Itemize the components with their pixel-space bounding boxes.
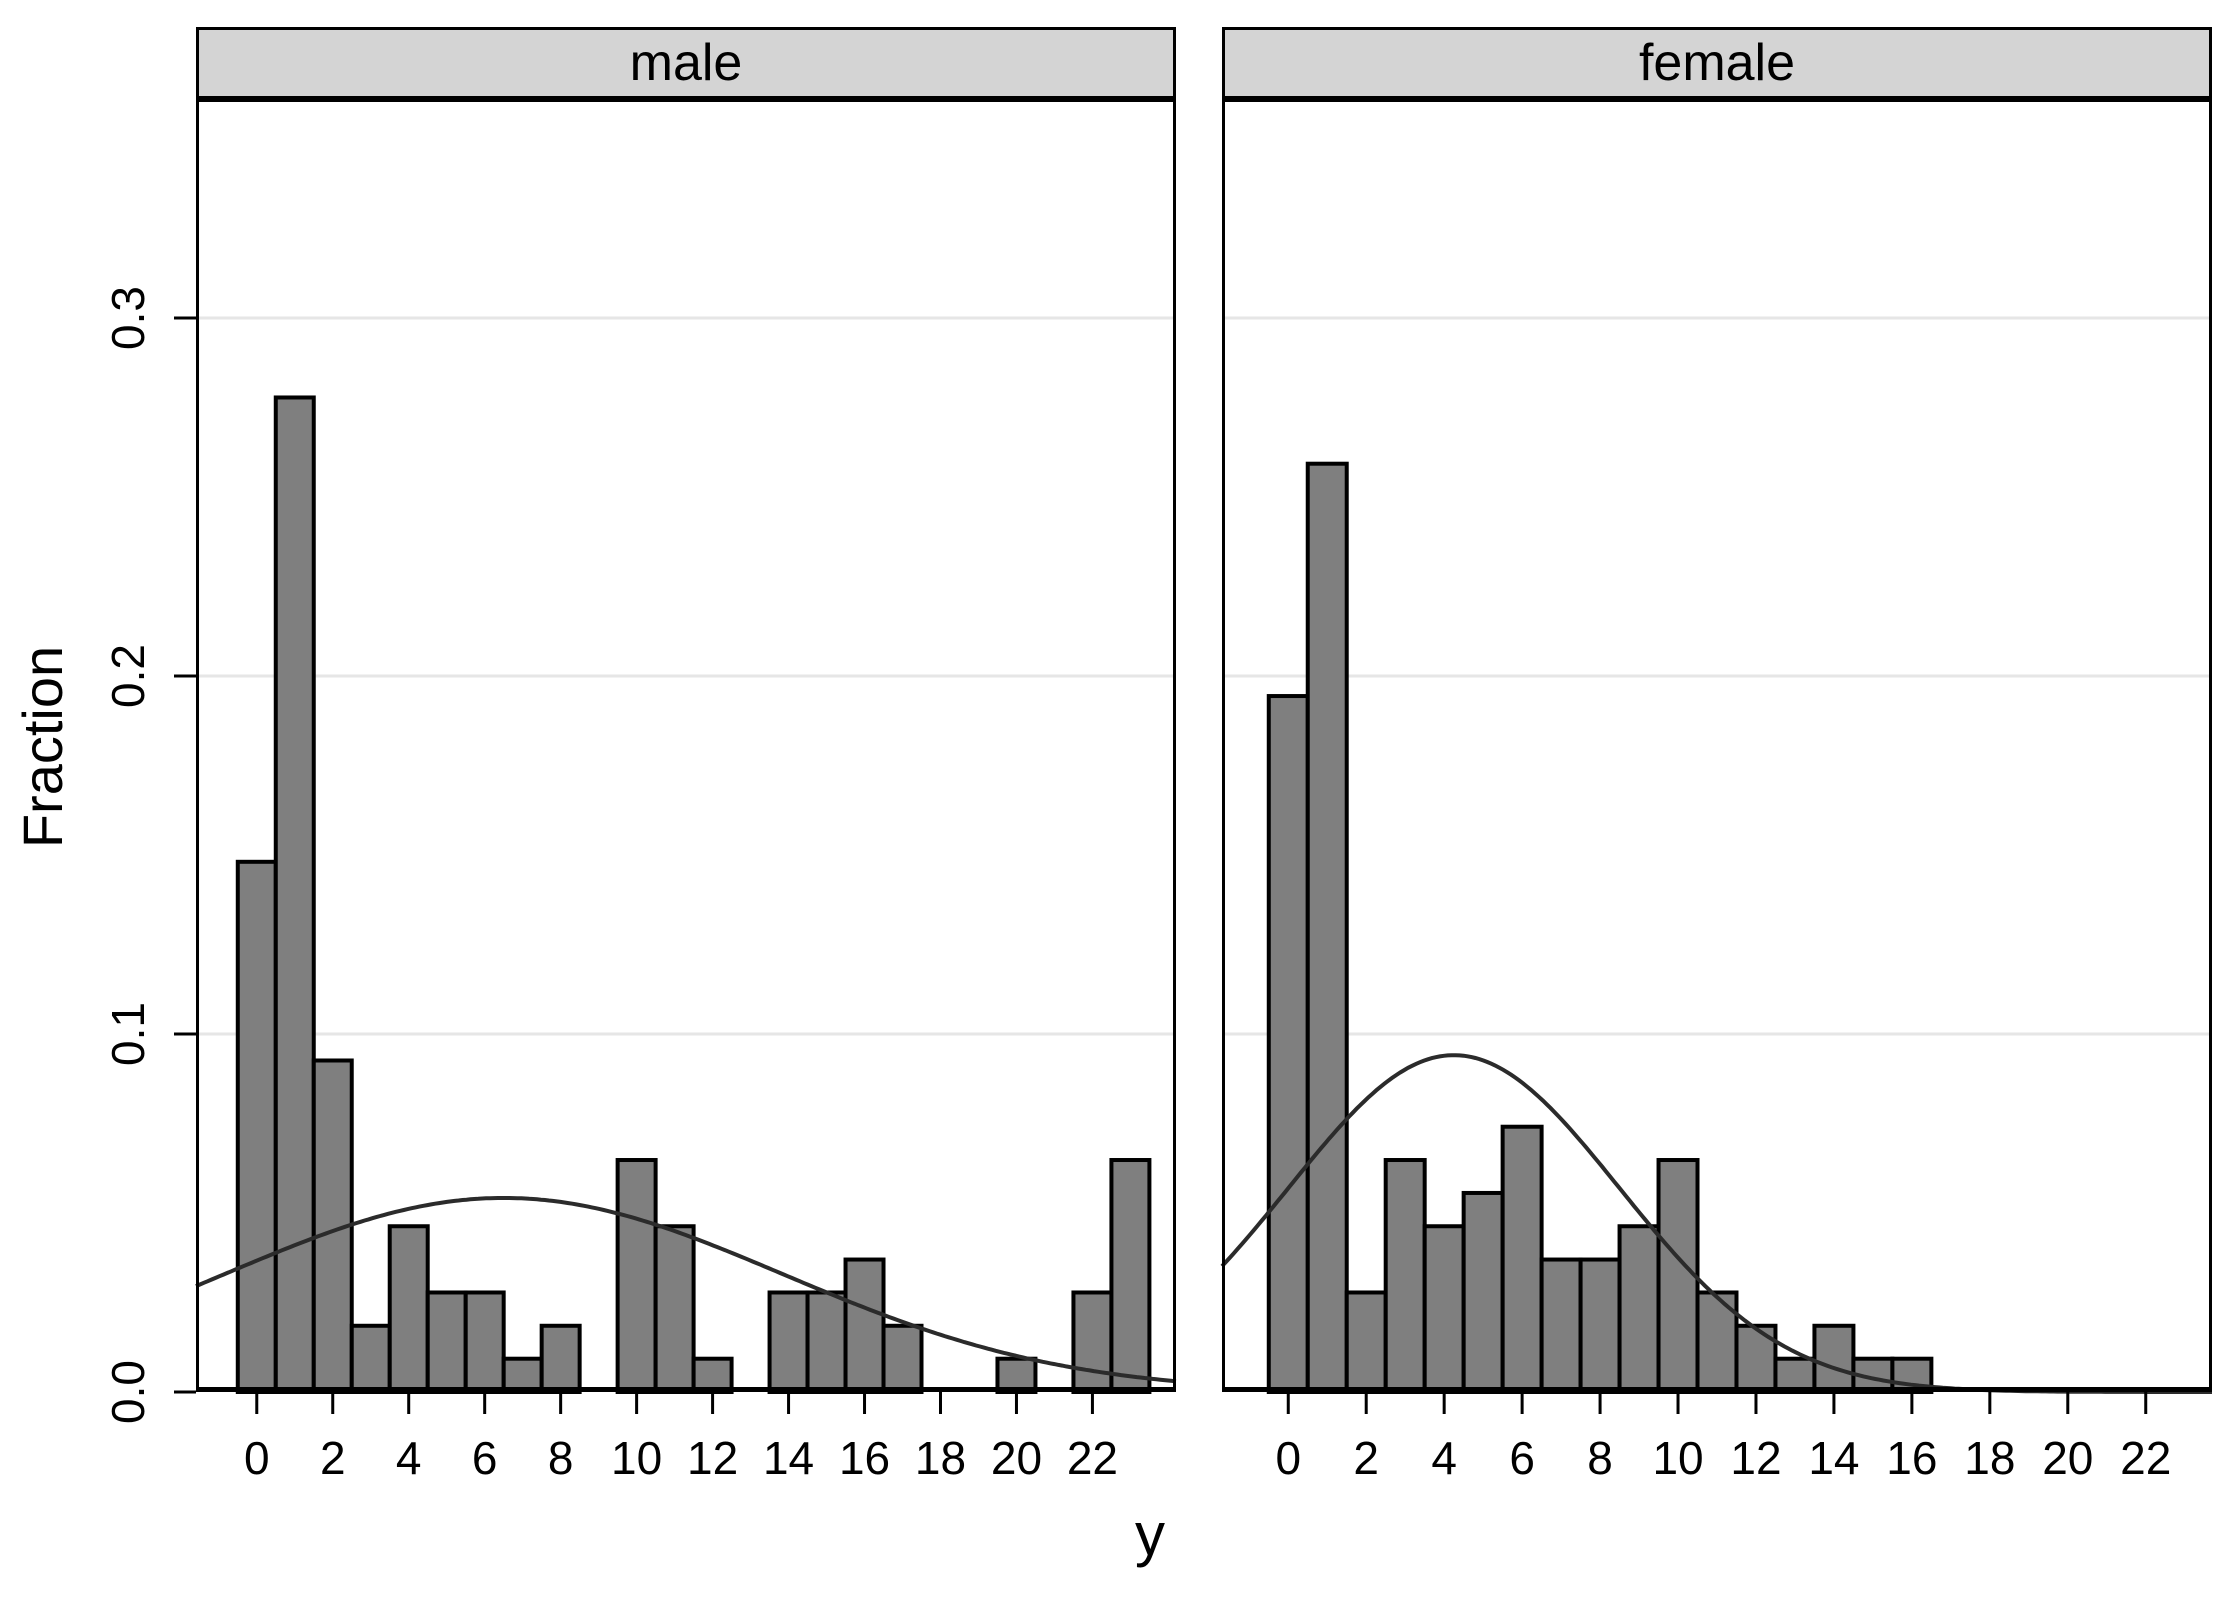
histogram-bar — [1539, 1257, 1583, 1395]
histogram-bar — [1071, 1290, 1114, 1394]
histogram-bar — [1500, 1124, 1544, 1395]
x-tick-label: 2 — [320, 1432, 346, 1484]
x-tick-label: 0 — [1275, 1432, 1301, 1484]
panel-header-female: female — [1222, 27, 2212, 102]
y-tick-label: 0.1 — [102, 1002, 154, 1066]
histogram-bar — [1578, 1257, 1622, 1395]
panel-header-male: male — [196, 27, 1176, 102]
histogram-bar — [1383, 1158, 1427, 1394]
histogram-bar — [1266, 694, 1310, 1394]
y-tick-label: 0.2 — [102, 644, 154, 708]
histogram-bar — [425, 1290, 468, 1394]
x-tick-label: 22 — [1067, 1432, 1118, 1484]
histogram-bar — [615, 1158, 658, 1394]
x-tick-label: 16 — [839, 1432, 890, 1484]
histogram-bar — [273, 395, 316, 1394]
panel-title-female: female — [1638, 34, 1796, 92]
histogram-bar — [767, 1290, 810, 1394]
x-tick-label: 20 — [991, 1432, 1042, 1484]
histogram-bar — [1344, 1290, 1388, 1394]
x-tick-label: 18 — [1964, 1432, 2015, 1484]
histogram-bar — [1109, 1158, 1152, 1394]
x-tick-label: 8 — [1587, 1432, 1613, 1484]
x-tick-label: 14 — [1808, 1432, 1859, 1484]
histogram-bar — [463, 1290, 506, 1394]
histogram-bar — [653, 1224, 696, 1394]
histogram-bar — [805, 1290, 848, 1394]
histogram-bar — [1656, 1158, 1700, 1394]
histogram-bar — [1617, 1224, 1661, 1394]
histogram-bar — [387, 1224, 430, 1394]
histogram-bar — [235, 859, 278, 1394]
x-tick-label: 2 — [1353, 1432, 1379, 1484]
histogram-bar — [1461, 1190, 1505, 1395]
x-tick-label: 4 — [396, 1432, 422, 1484]
x-axis-title: y — [1135, 1501, 1165, 1568]
x-tick-label: 16 — [1886, 1432, 1937, 1484]
x-tick-label: 8 — [548, 1432, 574, 1484]
histogram-bar — [691, 1356, 734, 1395]
histogram-bar — [539, 1323, 582, 1395]
x-tick-label: 4 — [1431, 1432, 1457, 1484]
histogram-bar — [349, 1323, 392, 1395]
histogram-bar — [843, 1257, 886, 1395]
normal-curve — [195, 1196, 1177, 1384]
x-tick-label: 22 — [2120, 1432, 2171, 1484]
x-tick-label: 10 — [611, 1432, 662, 1484]
x-tick-label: 20 — [2042, 1432, 2093, 1484]
x-tick-label: 14 — [763, 1432, 814, 1484]
x-tick-label: 10 — [1652, 1432, 1703, 1484]
panel-title-male: male — [629, 34, 743, 92]
x-tick-label: 6 — [472, 1432, 498, 1484]
y-tick-label: 0.0 — [102, 1360, 154, 1424]
x-tick-label: 18 — [915, 1432, 966, 1484]
x-tick-label: 12 — [687, 1432, 738, 1484]
x-tick-label: 12 — [1730, 1432, 1781, 1484]
histogram-bar — [1305, 461, 1349, 1394]
histogram-bar — [1422, 1224, 1466, 1394]
x-tick-label: 6 — [1509, 1432, 1535, 1484]
y-axis-title: Fraction — [11, 645, 74, 849]
y-tick-label: 0.3 — [102, 286, 154, 350]
histogram-bar — [881, 1323, 924, 1395]
histogram-bar — [1812, 1323, 1856, 1395]
x-tick-label: 0 — [244, 1432, 270, 1484]
